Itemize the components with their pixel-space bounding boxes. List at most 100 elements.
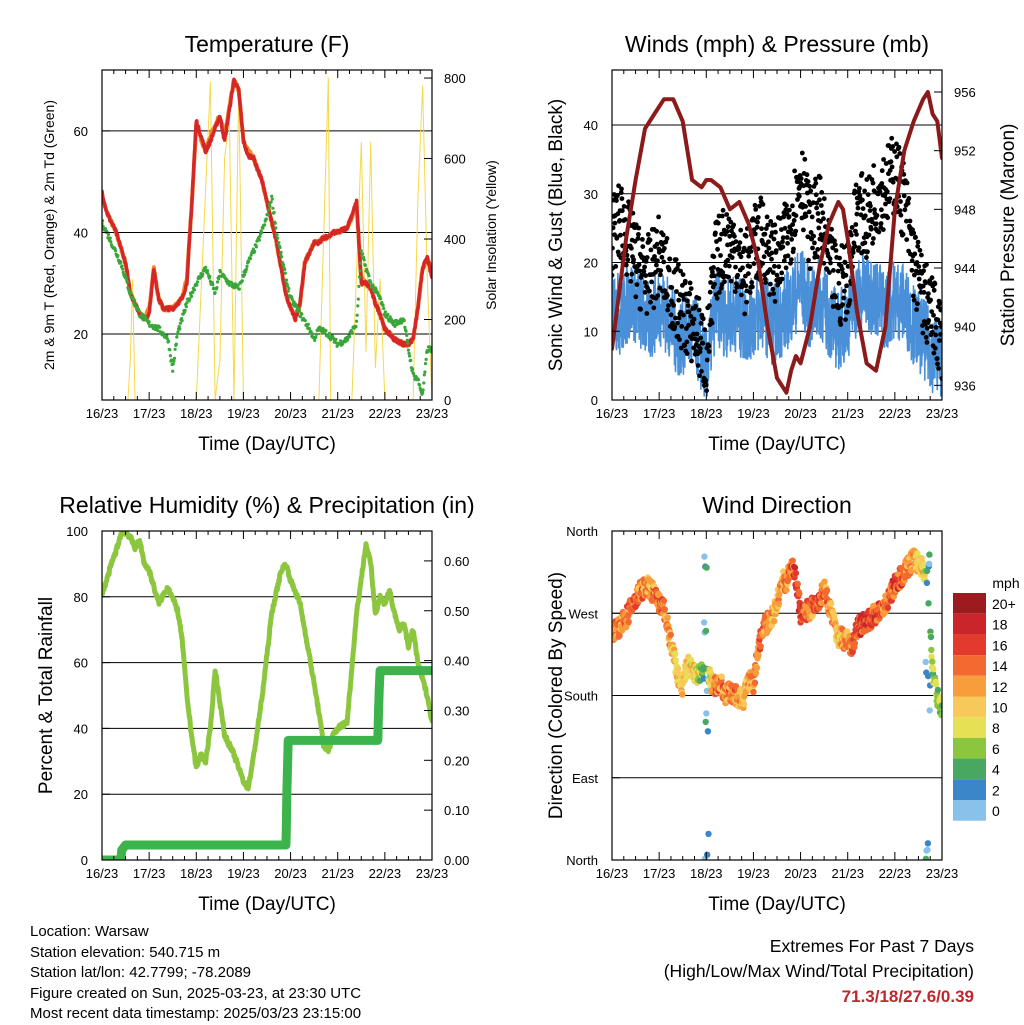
gust-point	[806, 257, 811, 263]
wind-direction-point	[928, 646, 935, 654]
gust-point	[865, 249, 870, 255]
gust-point	[740, 265, 745, 271]
x-tick-label: 22/23	[879, 866, 912, 881]
chart-panel-4: 16/23 17/23 18/23 19/23 20/23 21/23 22/23 23/23…	[546, 492, 958, 915]
gust-point	[807, 266, 813, 272]
gust-point	[687, 280, 693, 286]
gust-point	[926, 318, 932, 323]
gust-point	[857, 186, 862, 191]
gust-point	[873, 221, 879, 227]
wind-direction-point	[672, 650, 679, 657]
info-recent: Most recent data timestamp: 2025/03/23 2…	[30, 1005, 362, 1022]
gust-point	[672, 324, 678, 330]
gust-point	[739, 292, 744, 298]
gust-point	[676, 297, 682, 303]
gust-point	[801, 227, 806, 233]
gust-point	[642, 264, 647, 270]
dewpoint-point	[314, 332, 319, 336]
dewpoint-point	[243, 273, 247, 277]
wind-direction-point	[672, 657, 679, 664]
gust-point	[862, 240, 868, 246]
gust-point	[871, 236, 876, 241]
dewpoint-point	[424, 357, 428, 361]
wind-direction-point	[660, 597, 668, 604]
gust-point	[853, 182, 859, 188]
y-tick-label: 100	[66, 524, 88, 539]
gust-point	[883, 201, 888, 207]
gust-point	[921, 268, 926, 274]
gust-point	[691, 331, 696, 337]
gust-point	[771, 291, 777, 296]
gust-point	[724, 229, 730, 234]
gust-point	[894, 154, 900, 160]
gust-point	[636, 225, 642, 231]
gust-point	[852, 244, 858, 249]
gust-point	[896, 144, 902, 150]
x-tick-label: 22/23	[369, 866, 402, 881]
gust-point	[617, 218, 623, 223]
gust-point	[674, 289, 679, 294]
dewpoint-point	[124, 275, 128, 280]
dewpoint-point	[188, 297, 192, 301]
dewpoint-point	[258, 234, 262, 238]
gust-point	[687, 291, 693, 297]
dewpoint-point	[382, 306, 386, 311]
gust-point	[675, 320, 680, 326]
gust-point	[928, 297, 933, 303]
dewpoint-point	[211, 283, 215, 287]
dewpoint-point	[287, 286, 291, 291]
y-tick-label: 60	[74, 656, 88, 671]
gust-point	[852, 188, 858, 194]
gust-point	[854, 232, 859, 237]
gust-point	[688, 313, 694, 319]
gust-point	[793, 213, 799, 219]
x-tick-label: 17/23	[133, 866, 166, 881]
wind-direction-point	[831, 611, 838, 619]
y-right-tick-label: 0.00	[444, 853, 469, 868]
gust-point	[694, 331, 700, 337]
gust-point	[690, 321, 696, 326]
gust-point	[905, 200, 911, 206]
gust-point	[898, 199, 903, 204]
wind-direction-point	[674, 665, 682, 672]
dewpoint-point	[165, 334, 169, 338]
x-tick-label: 19/23	[737, 866, 770, 881]
gust-point	[645, 232, 651, 237]
gust-point	[636, 232, 641, 237]
y-tick-label: 20	[584, 256, 598, 271]
wind-direction-point	[817, 599, 825, 607]
wind-direction-point	[928, 653, 935, 660]
gust-point	[792, 168, 797, 174]
gust-point	[724, 212, 730, 217]
gust-point	[691, 316, 697, 322]
gust-point	[862, 213, 868, 219]
gust-point	[637, 268, 642, 274]
dewpoint-point	[357, 275, 362, 279]
gust-point	[785, 253, 791, 259]
gust-point	[821, 216, 826, 222]
wind-direction-point	[924, 840, 932, 847]
y-axis-label: Percent & Total Rainfall	[36, 597, 57, 794]
gust-point	[937, 338, 942, 343]
gust-point	[726, 263, 732, 269]
x-tick-label: 17/23	[643, 866, 676, 881]
info-elevation: Station elevation: 540.715 m	[30, 943, 221, 961]
gust-point	[887, 196, 893, 202]
gust-point	[833, 294, 838, 300]
dewpoint-point	[208, 274, 212, 278]
wind-direction-point	[922, 855, 930, 860]
wind-direction-point	[851, 640, 859, 647]
gust-point	[678, 345, 684, 351]
dewpoint-point	[237, 287, 241, 291]
dewpoint-point	[421, 391, 425, 395]
gust-point	[904, 180, 910, 186]
gust-point	[915, 239, 921, 245]
gust-point	[909, 258, 915, 264]
gust-point	[713, 230, 718, 236]
gust-point	[855, 205, 861, 211]
wind-direction-point	[923, 579, 931, 587]
gust-point	[658, 268, 664, 273]
gust-point	[754, 224, 760, 230]
dewpoint-point	[283, 267, 287, 272]
gust-point	[814, 205, 819, 211]
